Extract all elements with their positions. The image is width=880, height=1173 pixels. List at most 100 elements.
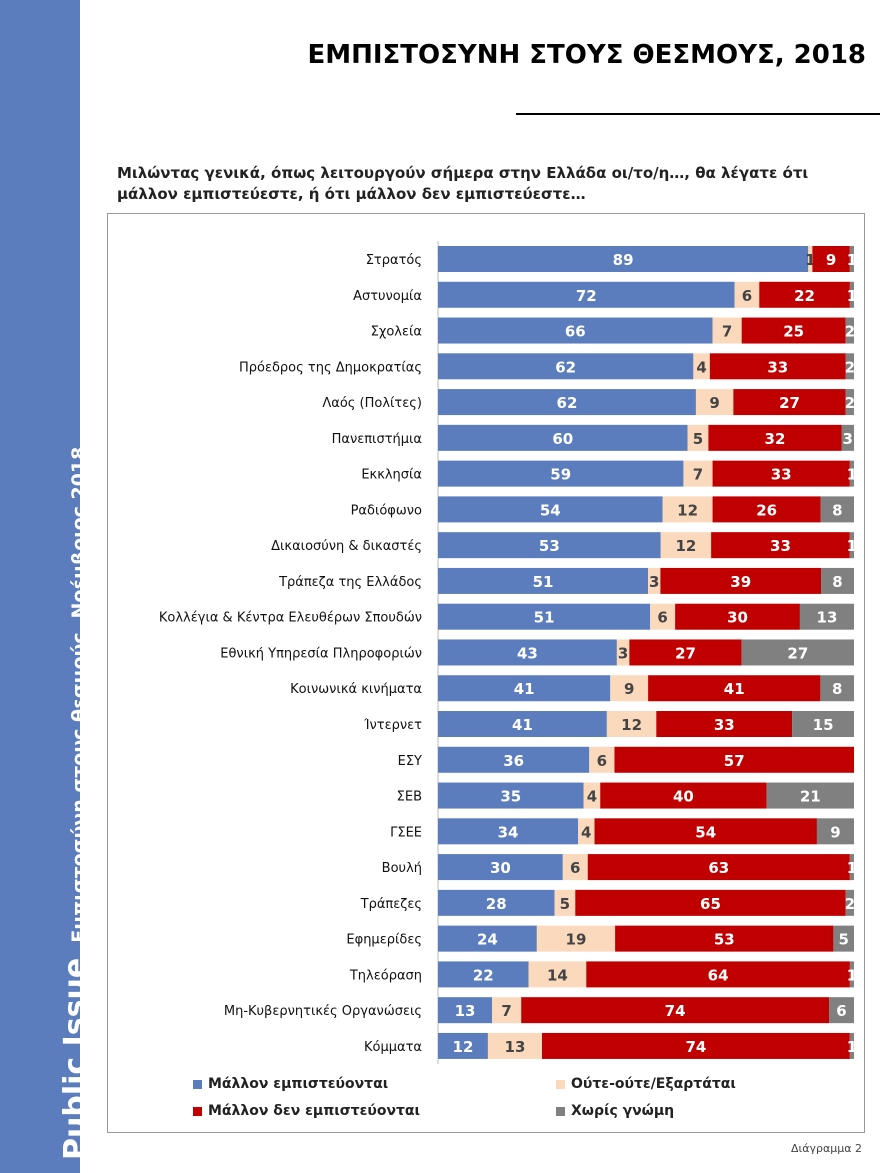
bar-segment xyxy=(849,854,854,881)
data-label: 6 xyxy=(742,287,752,305)
bar-segment xyxy=(849,281,854,308)
data-label: 12 xyxy=(453,1038,474,1056)
data-label: 12 xyxy=(677,501,698,519)
legend-label: Μάλλον εμπιστεύονται xyxy=(208,1076,389,1092)
bar-segment xyxy=(845,353,854,380)
bar-segment xyxy=(849,1032,854,1059)
data-label: 22 xyxy=(794,287,815,305)
data-label: 62 xyxy=(557,394,578,412)
bar-segment xyxy=(734,281,760,308)
bar-segment xyxy=(438,782,584,809)
bar-segment xyxy=(712,317,742,344)
category-label: ΓΣΕΕ xyxy=(390,825,422,840)
bar-segment xyxy=(492,997,522,1024)
bar-segment xyxy=(733,389,846,416)
category-label: Τράπεζα της Ελλάδος xyxy=(278,575,422,590)
data-label: 36 xyxy=(503,752,524,770)
data-label: 3 xyxy=(618,644,628,662)
bar-segment xyxy=(845,889,854,916)
legend-item-no-opinion: Χωρίς γνώμη xyxy=(556,1103,674,1119)
bar-segment xyxy=(438,567,649,594)
data-label: 1 xyxy=(847,287,857,305)
legend-item-neutral: Ούτε-ούτε/Εξαρτάται xyxy=(556,1076,736,1092)
data-label: 2 xyxy=(845,358,855,376)
data-label: 60 xyxy=(552,430,573,448)
data-label: 6 xyxy=(597,752,607,770)
bar-segment xyxy=(829,997,854,1024)
data-label: 5 xyxy=(693,430,703,448)
bar-segment xyxy=(587,854,850,881)
category-label: Σχολεία xyxy=(371,325,422,340)
category-label: Λαός (Πολίτες) xyxy=(322,396,422,411)
data-label: 25 xyxy=(783,323,804,341)
chart-frame: Στρατός 89 1 9 1 Αστυνομία 72 6 22 1 Σχολεία 66 7 25 2… xyxy=(107,213,865,1133)
bar-segment xyxy=(629,639,742,666)
data-label: 1 xyxy=(847,1038,857,1056)
bar-segment xyxy=(841,424,854,451)
bar-segment xyxy=(542,1032,850,1059)
data-label: 13 xyxy=(817,609,838,627)
bar-segment xyxy=(656,711,793,738)
bar-segment xyxy=(586,961,850,988)
data-label: 51 xyxy=(533,573,554,591)
sidebar-band: Public Issue Εμπιστοσύνη στους θεσμούς, … xyxy=(0,0,93,1173)
category-label: Εθνική Υπηρεσία Πληροφοριών xyxy=(220,646,422,661)
data-label: 59 xyxy=(550,466,571,484)
legend-item-trust: Μάλλον εμπιστεύονται xyxy=(193,1076,388,1092)
bar-segment xyxy=(438,854,563,881)
data-label: 2 xyxy=(845,394,855,412)
bar-segment xyxy=(438,675,611,702)
category-label: ΕΣΥ xyxy=(398,754,422,769)
bar-segment xyxy=(438,925,537,952)
bar-segment xyxy=(820,675,854,702)
bar-segment xyxy=(600,782,767,809)
data-label: 22 xyxy=(473,966,494,984)
data-label: 74 xyxy=(665,1002,686,1020)
bar-segment xyxy=(695,389,734,416)
category-label: Πρόεδρος της Δημοκρατίας xyxy=(239,360,422,375)
data-label: 30 xyxy=(490,859,511,877)
bar-segment xyxy=(575,889,846,916)
data-label: 6 xyxy=(570,859,580,877)
sidebar-subtitle: Εμπιστοσύνη στους θεσμούς, Νοέμβριος 201… xyxy=(68,446,90,943)
data-label: 7 xyxy=(722,323,732,341)
bar-segment xyxy=(616,639,630,666)
data-label: 33 xyxy=(767,358,788,376)
bar-segment xyxy=(675,603,800,630)
category-label: Δικαιοσύνη & δικαστές xyxy=(271,539,422,554)
data-label: 19 xyxy=(566,931,587,949)
data-label: 5 xyxy=(838,931,848,949)
bar-segment xyxy=(849,460,854,487)
data-label: 43 xyxy=(517,644,538,662)
bar-segment xyxy=(650,603,676,630)
bar-segment xyxy=(812,246,850,272)
legend-label: Μάλλον δεν εμπιστεύονται xyxy=(208,1103,420,1119)
data-label: 28 xyxy=(486,895,507,913)
data-label: 54 xyxy=(540,501,561,519)
category-label: Ίντερνετ xyxy=(363,718,422,733)
data-label: 63 xyxy=(708,859,729,877)
bar-segment xyxy=(438,818,579,845)
data-label: 5 xyxy=(560,895,570,913)
legend-swatch xyxy=(193,1106,202,1116)
bar-segment xyxy=(792,711,854,738)
category-label: Μη-Κυβερνητικές Οργανώσεις xyxy=(224,1004,422,1019)
data-label: 1 xyxy=(847,466,857,484)
data-label: 1 xyxy=(847,859,857,877)
data-label: 9 xyxy=(826,251,836,269)
bar-segment xyxy=(712,496,821,523)
bar-segment xyxy=(614,746,854,773)
data-label: 8 xyxy=(832,573,842,591)
data-label: 74 xyxy=(685,1038,706,1056)
bar-segment xyxy=(606,711,657,738)
bar-segment xyxy=(438,639,617,666)
legend-swatch xyxy=(556,1079,565,1089)
data-label: 27 xyxy=(779,394,800,412)
legend-swatch xyxy=(193,1079,202,1089)
bar-segment xyxy=(687,424,709,451)
category-label: Στρατός xyxy=(366,253,422,268)
data-label: 13 xyxy=(505,1038,526,1056)
data-label: 6 xyxy=(836,1002,846,1020)
data-label: 30 xyxy=(727,609,748,627)
